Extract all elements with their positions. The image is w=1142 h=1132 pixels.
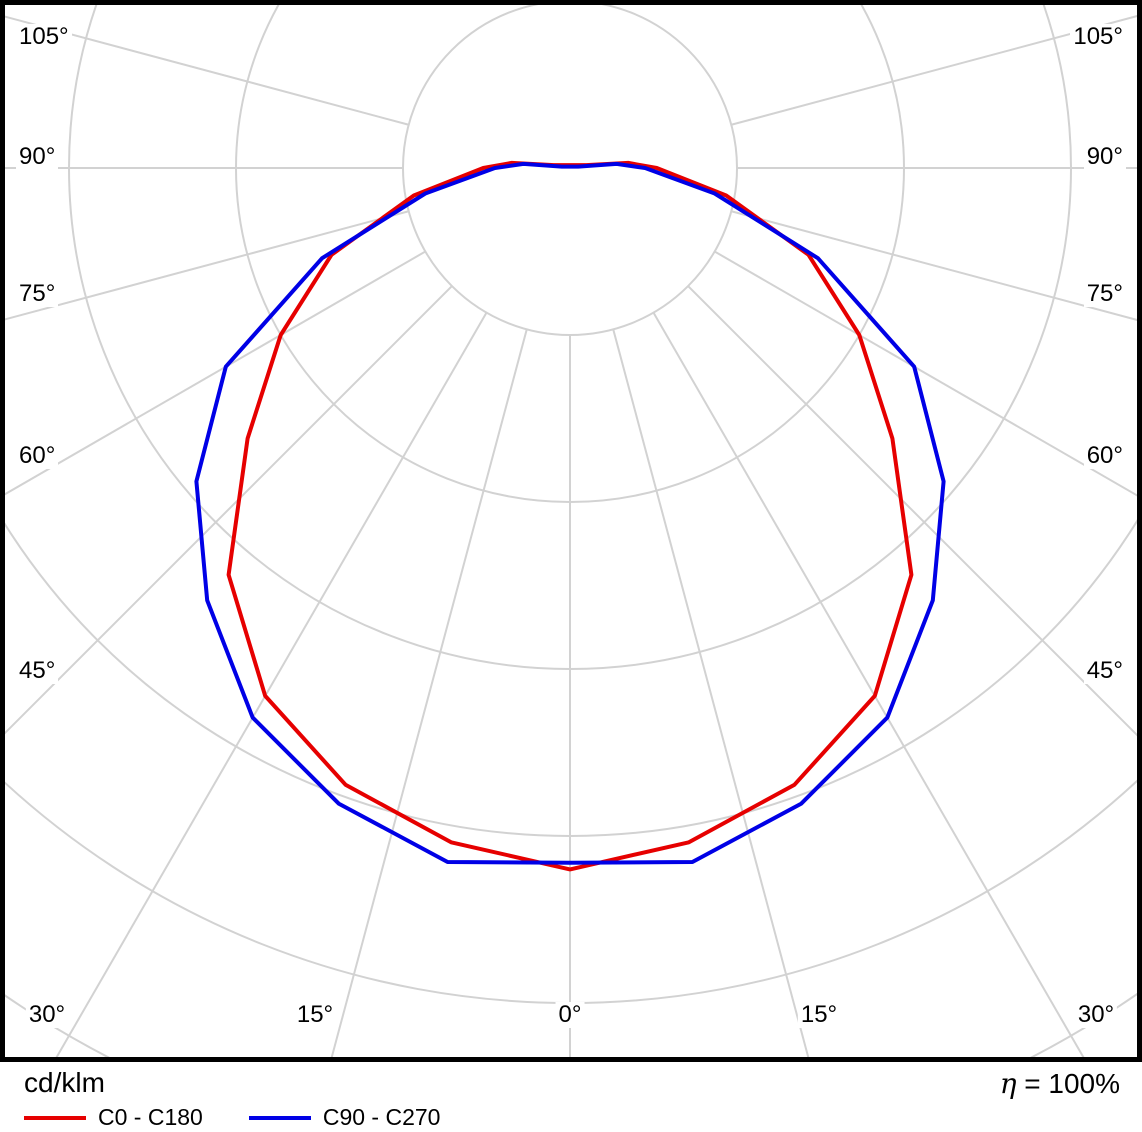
efficiency-label: η = 100% [1000, 1067, 1120, 1100]
unit-label: cd/klm [24, 1067, 105, 1098]
angle-label-left-60: 60° [16, 443, 59, 469]
angle-label-right-105: 105° [1070, 24, 1126, 50]
grid-radial-line [652, 312, 1085, 1057]
series-c0-c180-label: C0 - C180 [98, 1104, 203, 1130]
angle-label-right-90: 90° [1083, 144, 1126, 170]
grid-radial-line [55, 312, 488, 1057]
angle-label-right-75: 75° [1083, 281, 1126, 307]
series-c90-c270-label: C90 - C270 [322, 1104, 441, 1130]
angle-label-bottom-0: 0° [555, 1002, 585, 1028]
angle-label-left-90: 90° [16, 144, 59, 170]
angle-label-right-45: 45° [1083, 658, 1126, 684]
grid-radial-line [731, 210, 1137, 321]
curve-c90-c270 [194, 161, 946, 865]
grid-radial-line [5, 15, 409, 126]
eta-symbol: η [999, 1067, 1017, 1100]
grid-radial-line [5, 210, 409, 321]
grid-radial-line [714, 250, 1137, 497]
grid-radial-line [612, 329, 810, 1057]
polar-grid-and-curves [5, 5, 1137, 1057]
legend-items: C0 - C180 C90 - C270 [24, 1104, 440, 1131]
angle-label-left-45: 45° [16, 658, 59, 684]
angle-label-bottom-15-right: 15° [797, 1002, 841, 1028]
angle-label-bottom-30-left: 30° [25, 1002, 69, 1028]
grid-radial-line [330, 329, 528, 1057]
angle-label-left-75: 75° [16, 281, 59, 307]
grid-radial-line [5, 250, 426, 496]
angle-label-bottom-15-left: 15° [293, 1002, 337, 1028]
series-c0-c180-swatch [24, 1115, 86, 1120]
angle-label-bottom-30-right: 30° [1074, 1002, 1118, 1028]
efficiency-value: = 100% [1016, 1068, 1120, 1099]
angle-label-left-105: 105° [16, 24, 72, 50]
grid-radial-line [731, 15, 1137, 126]
polar-chart [0, 0, 1142, 1062]
grid-radial-line [5, 285, 453, 735]
angle-label-right-60: 60° [1083, 443, 1126, 469]
legend: cd/klm η = 100% C0 - C180 C90 - C270 [0, 1062, 1142, 1132]
series-c90-c270-swatch [248, 1115, 311, 1120]
grid-radial-line [687, 285, 1137, 737]
plot-border [0, 0, 1142, 1062]
